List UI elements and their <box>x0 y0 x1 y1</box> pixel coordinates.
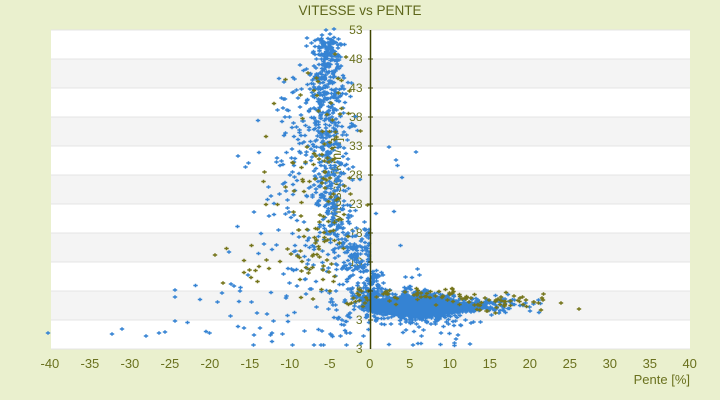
svg-text:0: 0 <box>366 356 373 371</box>
svg-text:-35: -35 <box>81 356 100 371</box>
svg-text:-30: -30 <box>121 356 140 371</box>
svg-text:-15: -15 <box>241 356 260 371</box>
svg-text:-20: -20 <box>201 356 220 371</box>
svg-text:48: 48 <box>349 52 363 66</box>
svg-text:53: 53 <box>349 23 363 37</box>
svg-text:40: 40 <box>682 356 696 371</box>
svg-text:-40: -40 <box>41 356 60 371</box>
svg-text:25: 25 <box>563 356 577 371</box>
svg-text:15: 15 <box>483 356 497 371</box>
svg-text:-5: -5 <box>324 356 336 371</box>
svg-text:23: 23 <box>349 197 363 211</box>
svg-text:Pente [%]: Pente [%] <box>634 372 690 387</box>
svg-text:3: 3 <box>356 313 363 327</box>
svg-text:VITESSE vs PENTE: VITESSE vs PENTE <box>298 3 421 18</box>
svg-text:30: 30 <box>603 356 617 371</box>
svg-text:5: 5 <box>406 356 413 371</box>
svg-text:43: 43 <box>349 81 363 95</box>
svg-text:33: 33 <box>349 139 363 153</box>
svg-text:3: 3 <box>356 342 363 356</box>
svg-text:20: 20 <box>523 356 537 371</box>
svg-text:35: 35 <box>643 356 657 371</box>
svg-text:-25: -25 <box>161 356 180 371</box>
svg-text:10: 10 <box>443 356 457 371</box>
svg-text:-10: -10 <box>280 356 299 371</box>
